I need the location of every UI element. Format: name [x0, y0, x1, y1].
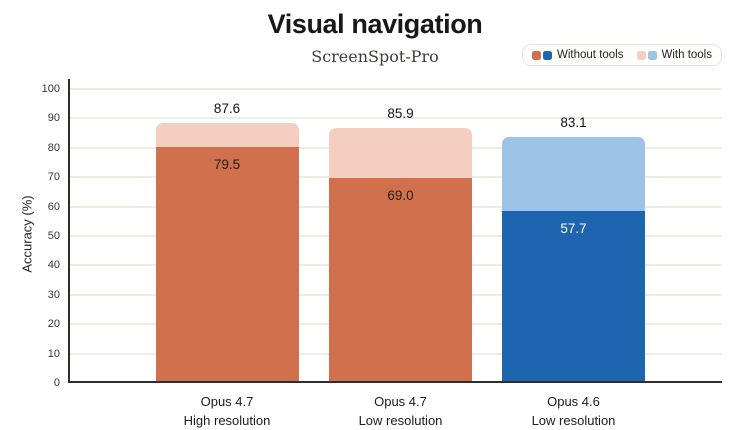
category-label-line: Opus 4.7 [200, 394, 254, 409]
category-label-line: Opus 4.6 [547, 394, 600, 409]
y-tick-label: 80 [47, 141, 60, 154]
y-tick-label: 30 [47, 288, 60, 301]
y-tick-label: 50 [47, 230, 60, 242]
gridline [70, 117, 722, 120]
y-tick-label: 100 [41, 83, 60, 95]
bar-value-with-tools: 85.9 [387, 106, 414, 122]
without-tools-blue-swatch [543, 50, 553, 60]
bar-value-without-tools: 69.0 [387, 188, 414, 204]
y-tick-label: 70 [47, 171, 60, 184]
legend: Without tools With tools [522, 44, 722, 66]
with-tools-swatches [636, 50, 657, 60]
with-tools-blue-swatch [647, 50, 657, 60]
category-label-line: High resolution [183, 413, 271, 428]
category-label-line: Low resolution [358, 413, 443, 428]
legend-item-with-tools: With tools [636, 49, 713, 61]
legend-label-with-tools: With tools [661, 49, 713, 61]
legend-item-without-tools: Without tools [532, 49, 624, 61]
bar-value-without-tools: 79.5 [213, 157, 241, 173]
bar-without-tools-segment [329, 178, 472, 381]
category-label-line: Opus 4.7 [374, 394, 427, 409]
category-label: Opus 4.7 High resolution [127, 392, 327, 430]
bar-value-without-tools: 57.7 [560, 221, 587, 237]
without-tools-orange-swatch [532, 50, 542, 60]
plot-area: 0 10 20 30 40 50 60 70 80 90 100 87.6 79.5 Opus 4.7 Hi… [42, 79, 722, 428]
gridline [70, 88, 722, 90]
with-tools-orange-swatch [636, 50, 646, 60]
without-tools-swatches [532, 50, 553, 60]
bar-value-with-tools: 83.1 [560, 114, 587, 130]
y-tick-label: 20 [47, 318, 60, 331]
y-tick-label: 90 [47, 112, 60, 125]
category-label-line: Low resolution [531, 413, 616, 428]
chart-subtitle: ScreenSpot-Pro [311, 47, 439, 66]
y-tick-label: 40 [47, 259, 60, 272]
y-tick-label: 10 [47, 347, 60, 360]
legend-label-without-tools: Without tools [557, 49, 624, 61]
bar-without-tools-segment [155, 147, 299, 381]
bar-without-tools-segment [502, 211, 645, 381]
category-label: Opus 4.7 Low resolution [301, 392, 501, 430]
category-label: Opus 4.6 Low resolution [474, 392, 674, 430]
chart-title: Visual navigation [267, 9, 483, 39]
bar-value-with-tools: 87.6 [213, 101, 241, 117]
y-tick-label: 60 [47, 200, 60, 213]
y-tick-label: 0 [53, 377, 60, 389]
